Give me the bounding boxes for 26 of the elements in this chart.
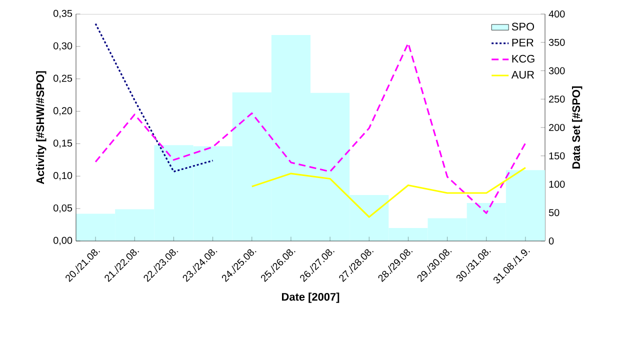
y-tick-label: 0,35: [53, 10, 72, 18]
line-series: [94, 22, 214, 172]
legend-label: SPO: [512, 22, 534, 30]
y2-tick-label: 250: [549, 96, 565, 103]
y-axis-title: Activity [#SHW/#SPO]: [36, 71, 46, 184]
legend-label: PER: [512, 38, 534, 46]
y2-tick-label: 200: [549, 124, 565, 132]
y2-tick-label: 150: [549, 152, 565, 160]
y-tick-label: 0,00: [53, 236, 72, 246]
legend-label: AUR: [511, 70, 534, 79]
line-series: [251, 166, 526, 218]
y2-tick-label: 300: [548, 67, 565, 74]
y-tick-label: 0,20: [53, 107, 72, 116]
x-axis-title: Date [2007]: [282, 292, 340, 303]
y-tick-label: 0,10: [53, 172, 72, 180]
y2-tick-label: 100: [549, 180, 565, 188]
y-tick-label: 0,25: [53, 74, 72, 83]
legend-label: KCG: [512, 54, 534, 63]
y-tick-label: 0,15: [53, 140, 72, 148]
y-tick-label: 0,05: [53, 204, 72, 213]
y2-axis-title: Data Set [#SPO]: [572, 86, 582, 168]
y2-tick-label: 50: [548, 209, 560, 216]
y-tick-label: 0,30: [53, 42, 72, 51]
y2-tick-label: 400: [548, 10, 565, 18]
y2-tick-label: 0: [548, 237, 554, 245]
y2-tick-label: 350: [548, 38, 565, 46]
